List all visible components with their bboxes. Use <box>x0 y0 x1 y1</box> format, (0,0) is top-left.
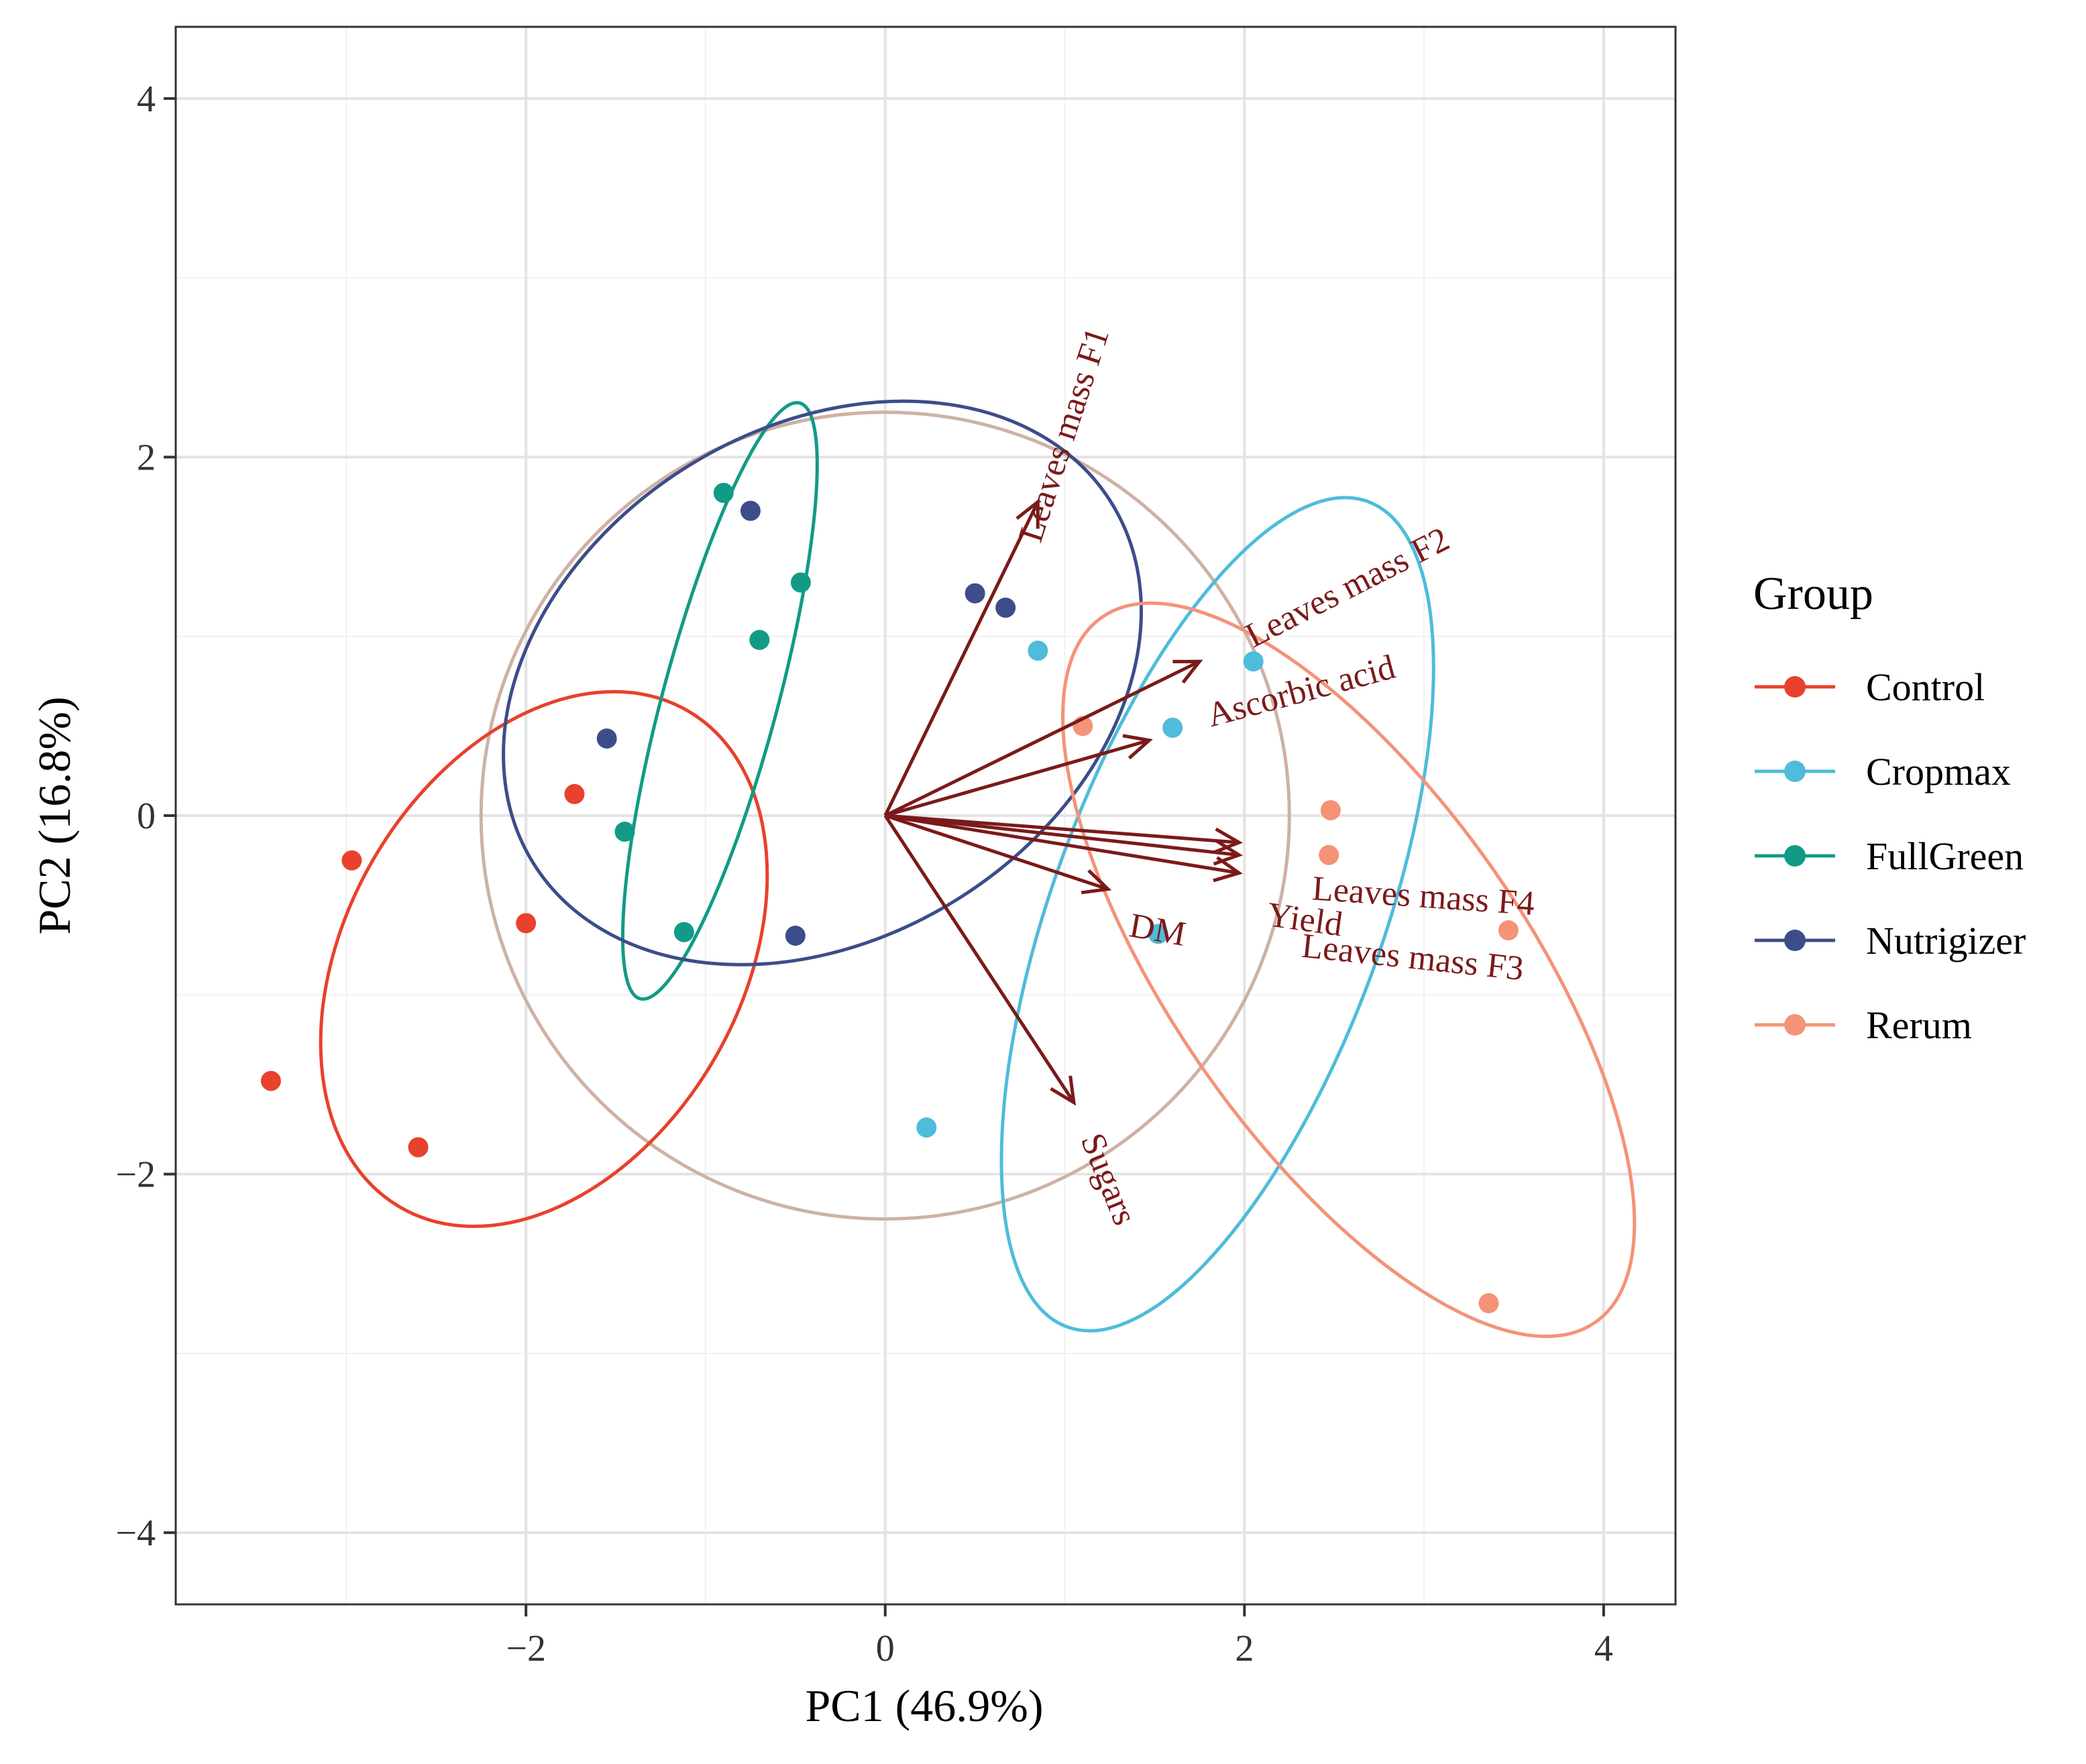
point-fullgreen <box>790 572 811 593</box>
y-tick-label: 4 <box>137 78 156 120</box>
point-cropmax <box>1243 651 1264 672</box>
x-axis-title: PC1 (46.9%) <box>805 1680 1043 1731</box>
correlation-circle <box>479 410 1291 1221</box>
legend-label: FullGreen <box>1866 834 2024 878</box>
loading-vector-shaft <box>884 659 1201 818</box>
points-layer <box>260 482 1519 1313</box>
point-nutrigizer <box>995 597 1016 618</box>
point-fullgreen <box>673 922 694 942</box>
correlation-circle-layer <box>479 410 1291 1221</box>
legend-entry-control: Control <box>1755 665 1985 709</box>
loading-vector-arrowhead <box>1172 659 1203 684</box>
loading-vector-arrowhead <box>1081 869 1112 895</box>
loading-vector-shaft <box>883 501 1040 817</box>
legend-marker <box>1784 676 1806 698</box>
y-tick-label: 2 <box>137 437 156 478</box>
point-rerum <box>1320 800 1341 820</box>
legend-label: Control <box>1866 665 1985 709</box>
point-fullgreen <box>614 822 635 842</box>
legend-entry-fullgreen: FullGreen <box>1755 834 2024 878</box>
legend-title: Group <box>1753 568 1873 620</box>
ellipse-layer <box>319 399 1637 1338</box>
x-tick-label: −2 <box>506 1628 546 1669</box>
point-control <box>564 783 585 804</box>
point-rerum <box>1478 1292 1499 1313</box>
legend-marker <box>1784 845 1806 867</box>
loading-vector-arrowhead <box>1213 856 1243 883</box>
loading-vector-shaft <box>885 814 1240 844</box>
legend: Group Control Cropmax FullGreen Nutrigizer R… <box>1753 568 2026 1047</box>
legend-entry-rerum: Rerum <box>1755 1003 1972 1047</box>
legend-label: Nutrigizer <box>1866 919 2026 962</box>
loading-vector-arrowhead <box>1050 1075 1077 1106</box>
legend-marker <box>1784 930 1806 951</box>
y-tick-label: −2 <box>115 1154 156 1196</box>
axis-tick-layer: −2 0 2 4 −4 −2 0 2 4 <box>115 78 1612 1669</box>
point-cropmax <box>1162 718 1183 738</box>
loading-vector-shaft <box>885 738 1150 818</box>
point-control <box>516 913 537 934</box>
loading-vector-shaft <box>885 814 1240 875</box>
legend-label: Cropmax <box>1866 750 2011 793</box>
point-control <box>341 850 362 871</box>
ellipse-cropmax <box>999 496 1435 1333</box>
ellipse-fullgreen <box>620 400 819 1001</box>
loading-vector-arrowhead <box>1213 827 1244 855</box>
point-rerum <box>1498 920 1519 941</box>
y-tick-label: 0 <box>137 795 156 837</box>
legend-label: Rerum <box>1866 1003 1972 1047</box>
x-tick-label: 4 <box>1594 1628 1613 1669</box>
ellipse-control <box>319 690 769 1228</box>
loading-vector-arrowhead <box>1122 734 1153 760</box>
legend-marker <box>1784 1014 1806 1036</box>
loading-vector-arrowhead <box>1015 498 1040 529</box>
point-control <box>408 1137 429 1158</box>
point-rerum <box>1319 844 1339 865</box>
ellipse-rerum <box>1061 601 1637 1338</box>
point-nutrigizer <box>740 500 761 521</box>
point-cropmax <box>916 1117 937 1138</box>
loading-vector-shaft <box>884 814 1109 891</box>
loading-vector-shaft <box>883 814 1076 1104</box>
point-fullgreen <box>749 630 770 651</box>
x-tick-label: 0 <box>876 1628 895 1669</box>
point-nutrigizer <box>596 728 617 749</box>
point-nutrigizer <box>785 926 806 946</box>
y-tick-label: −4 <box>115 1512 156 1554</box>
x-tick-label: 2 <box>1235 1628 1254 1669</box>
point-cropmax <box>1148 924 1168 944</box>
legend-entries: Control Cropmax FullGreen Nutrigizer Rerum <box>1755 665 2026 1047</box>
point-cropmax <box>1028 641 1048 661</box>
point-fullgreen <box>713 482 734 503</box>
legend-entry-nutrigizer: Nutrigizer <box>1755 919 2026 962</box>
point-control <box>260 1070 281 1091</box>
legend-entry-cropmax: Cropmax <box>1755 750 2011 793</box>
loading-vector-arrowhead <box>1213 839 1243 866</box>
point-nutrigizer <box>965 583 985 604</box>
ellipse-nutrigizer <box>502 399 1143 967</box>
y-axis-title: PC2 (16.8%) <box>29 696 80 934</box>
loading-vector-shaft <box>885 814 1240 857</box>
legend-marker <box>1784 761 1806 782</box>
